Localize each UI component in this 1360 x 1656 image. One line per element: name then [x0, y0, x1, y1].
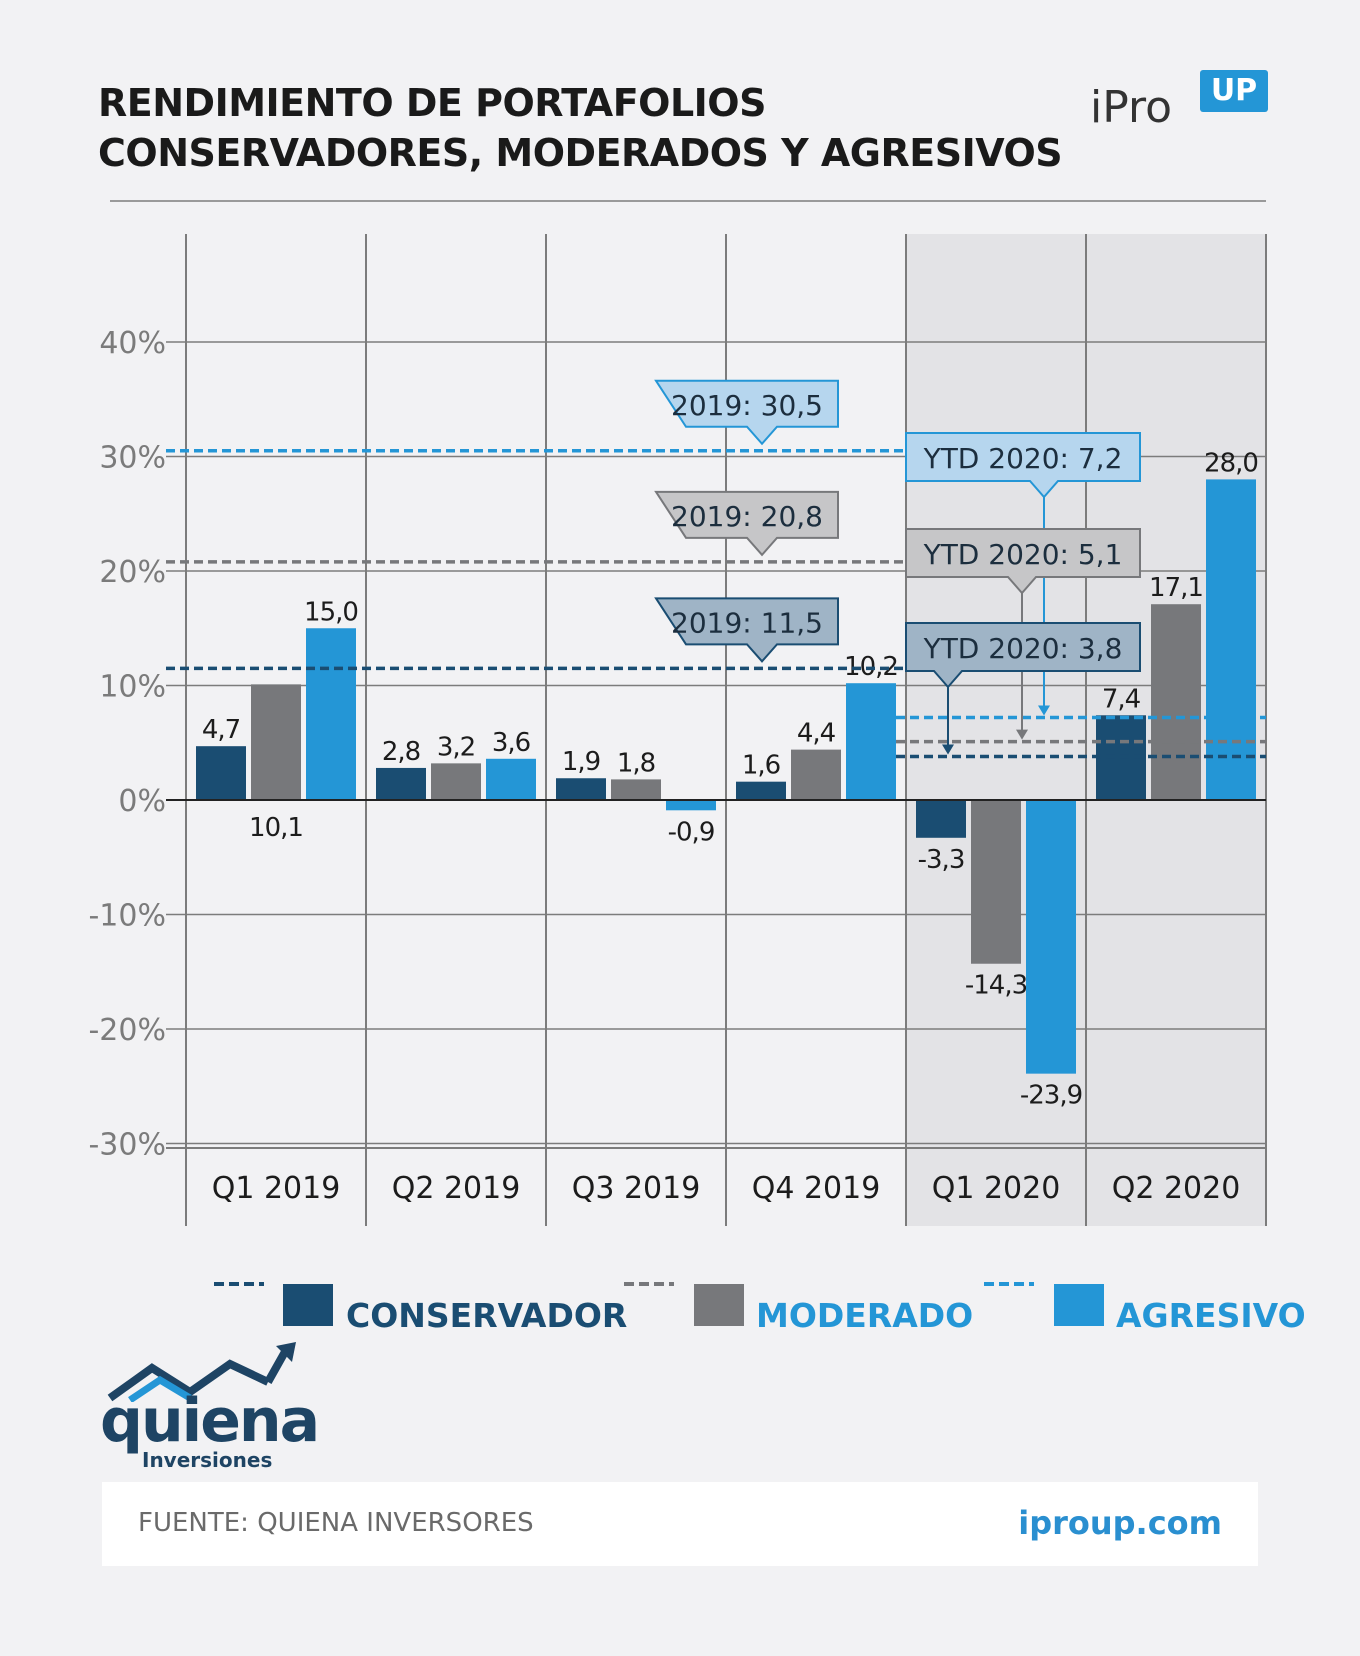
annotation-2019-label-agresivo: 2019: 30,5 [671, 389, 823, 422]
bar-label-conservador-q2-2020: 7,4 [1102, 684, 1141, 714]
bar-label-agresivo-q2-2019: 3,6 [492, 728, 530, 758]
bar-label-agresivo-q2-2020: 28,0 [1204, 448, 1258, 478]
bar-agresivo-q2-2019 [486, 758, 536, 800]
quiena-logo: quiena [100, 1386, 320, 1456]
bar-agresivo-q1-2019 [306, 628, 356, 800]
footer-url[interactable]: iproup.com [1018, 1504, 1222, 1542]
legend-label-moderado: MODERADO [756, 1296, 974, 1335]
legend-swatch-conservador [283, 1284, 333, 1326]
bar-chart: -30% -20% -10% 0% 10% 20% 30% 40% Q1 2019 Q2 2019… [88, 234, 1267, 1226]
annotation-ytd-arrow-head-moderado [1016, 729, 1028, 740]
annotation-2019-label-moderado: 2019: 20,8 [671, 500, 823, 533]
bar-agresivo-q3-2019 [666, 800, 716, 811]
bar-moderado-q2-2020 [1151, 604, 1201, 800]
annotation-ytd-arrow-head-agresivo [1038, 705, 1050, 716]
y-tick-label: -30% [88, 1128, 166, 1163]
y-tick-label: 10% [99, 670, 166, 705]
x-tick-label-q1-2019: Q1 2019 [212, 1171, 341, 1206]
bar-agresivo-q4-2019 [846, 683, 896, 800]
bar-label-agresivo-q3-2019: -0,9 [668, 817, 715, 847]
bar-moderado-q1-2019 [251, 684, 301, 800]
legend-label-conservador: CONSERVADOR [346, 1296, 628, 1335]
annotation-ytd-arrow-head-conservador [942, 744, 954, 755]
bar-agresivo-q2-2020 [1206, 479, 1256, 800]
x-tick-label-q2-2019: Q2 2019 [392, 1171, 521, 1206]
bar-label-conservador-q2-2019: 2,8 [382, 737, 420, 767]
x-tick-label-q4-2019: Q4 2019 [752, 1171, 881, 1206]
y-tick-label: 0% [118, 784, 166, 819]
bar-label-conservador-q4-2019: 1,6 [742, 751, 780, 781]
y-tick-label: 40% [99, 326, 166, 361]
bar-label-conservador-q3-2019: 1,9 [562, 747, 600, 777]
legend-swatch-agresivo [1054, 1284, 1104, 1326]
bar-label-moderado-q2-2020: 17,1 [1149, 573, 1203, 603]
bar-label-conservador-q1-2020: -3,3 [918, 845, 965, 875]
annotation-2019-box-agresivo [654, 379, 839, 446]
x-tick-label-q2-2020: Q2 2020 [1112, 1171, 1241, 1206]
bar-label-moderado-q1-2019: 10,1 [249, 813, 303, 843]
x-tick-label-q1-2020: Q1 2020 [932, 1171, 1061, 1206]
bar-label-moderado-q4-2019: 4,4 [797, 719, 836, 749]
legend-swatch-moderado [694, 1284, 744, 1326]
legend-graphics [214, 1282, 1104, 1326]
annotation-ytd-box-moderado [905, 528, 1141, 595]
title-line-2: CONSERVADORES, MODERADOS Y AGRESIVOS [98, 131, 1063, 175]
y-tick-label: 20% [99, 555, 166, 590]
bar-label-agresivo-q1-2019: 15,0 [304, 597, 358, 627]
bar-label-agresivo-q1-2020: -23,9 [1020, 1081, 1082, 1111]
annotation-2019-box-moderado [654, 490, 839, 557]
bar-moderado-q1-2020 [971, 800, 1021, 964]
brand-logo-up-badge: UP [1200, 70, 1268, 112]
legend-label-agresivo: AGRESIVO [1116, 1296, 1306, 1335]
x-tick-label-q3-2019: Q3 2019 [572, 1171, 701, 1206]
bar-moderado-q3-2019 [611, 779, 661, 800]
annotation-ytd-label-agresivo: YTD 2020: 7,2 [923, 442, 1123, 475]
annotation-ytd-label-conservador: YTD 2020: 3,8 [923, 632, 1123, 665]
title-divider [110, 200, 1266, 202]
y-tick-label: -20% [88, 1013, 166, 1048]
bar-agresivo-q1-2020 [1026, 800, 1076, 1074]
bar-conservador-q2-2019 [376, 767, 426, 800]
bar-label-moderado-q2-2019: 3,2 [437, 732, 475, 762]
annotation-2019-box-conservador [654, 597, 839, 663]
y-tick-label: 30% [99, 441, 166, 476]
bar-conservador-q1-2019 [196, 746, 246, 800]
brand-logo-ipro: iPro [1090, 82, 1173, 133]
annotation-ytd-box-conservador [905, 622, 1141, 689]
annotation-2019-label-conservador: 2019: 11,5 [671, 606, 823, 639]
bar-conservador-q1-2020 [916, 800, 966, 838]
quiena-logo-subtitle: Inversiones [142, 1448, 273, 1472]
annotation-ytd-label-moderado: YTD 2020: 5,1 [923, 538, 1123, 571]
house-arrow-icon [107, 1342, 296, 1402]
bar-moderado-q2-2019 [431, 763, 481, 800]
bar-conservador-q3-2019 [556, 778, 606, 800]
bar-conservador-q4-2019 [736, 781, 786, 800]
footer: FUENTE: QUIENA INVERSORES iproup.com [102, 1482, 1258, 1566]
bar-label-moderado-q3-2019: 1,8 [617, 748, 655, 778]
footer-source: FUENTE: QUIENA INVERSORES [138, 1508, 534, 1538]
chart-title: RENDIMIENTO DE PORTAFOLIOS CONSERVADORES… [98, 78, 1063, 178]
bar-label-moderado-q1-2020: -14,3 [965, 971, 1027, 1001]
bar-moderado-q4-2019 [791, 749, 841, 800]
bar-label-conservador-q1-2019: 4,7 [202, 715, 240, 745]
title-line-1: RENDIMIENTO DE PORTAFOLIOS [98, 81, 766, 125]
y-tick-label: -10% [88, 899, 166, 934]
annotation-ytd-box-agresivo [905, 432, 1141, 499]
